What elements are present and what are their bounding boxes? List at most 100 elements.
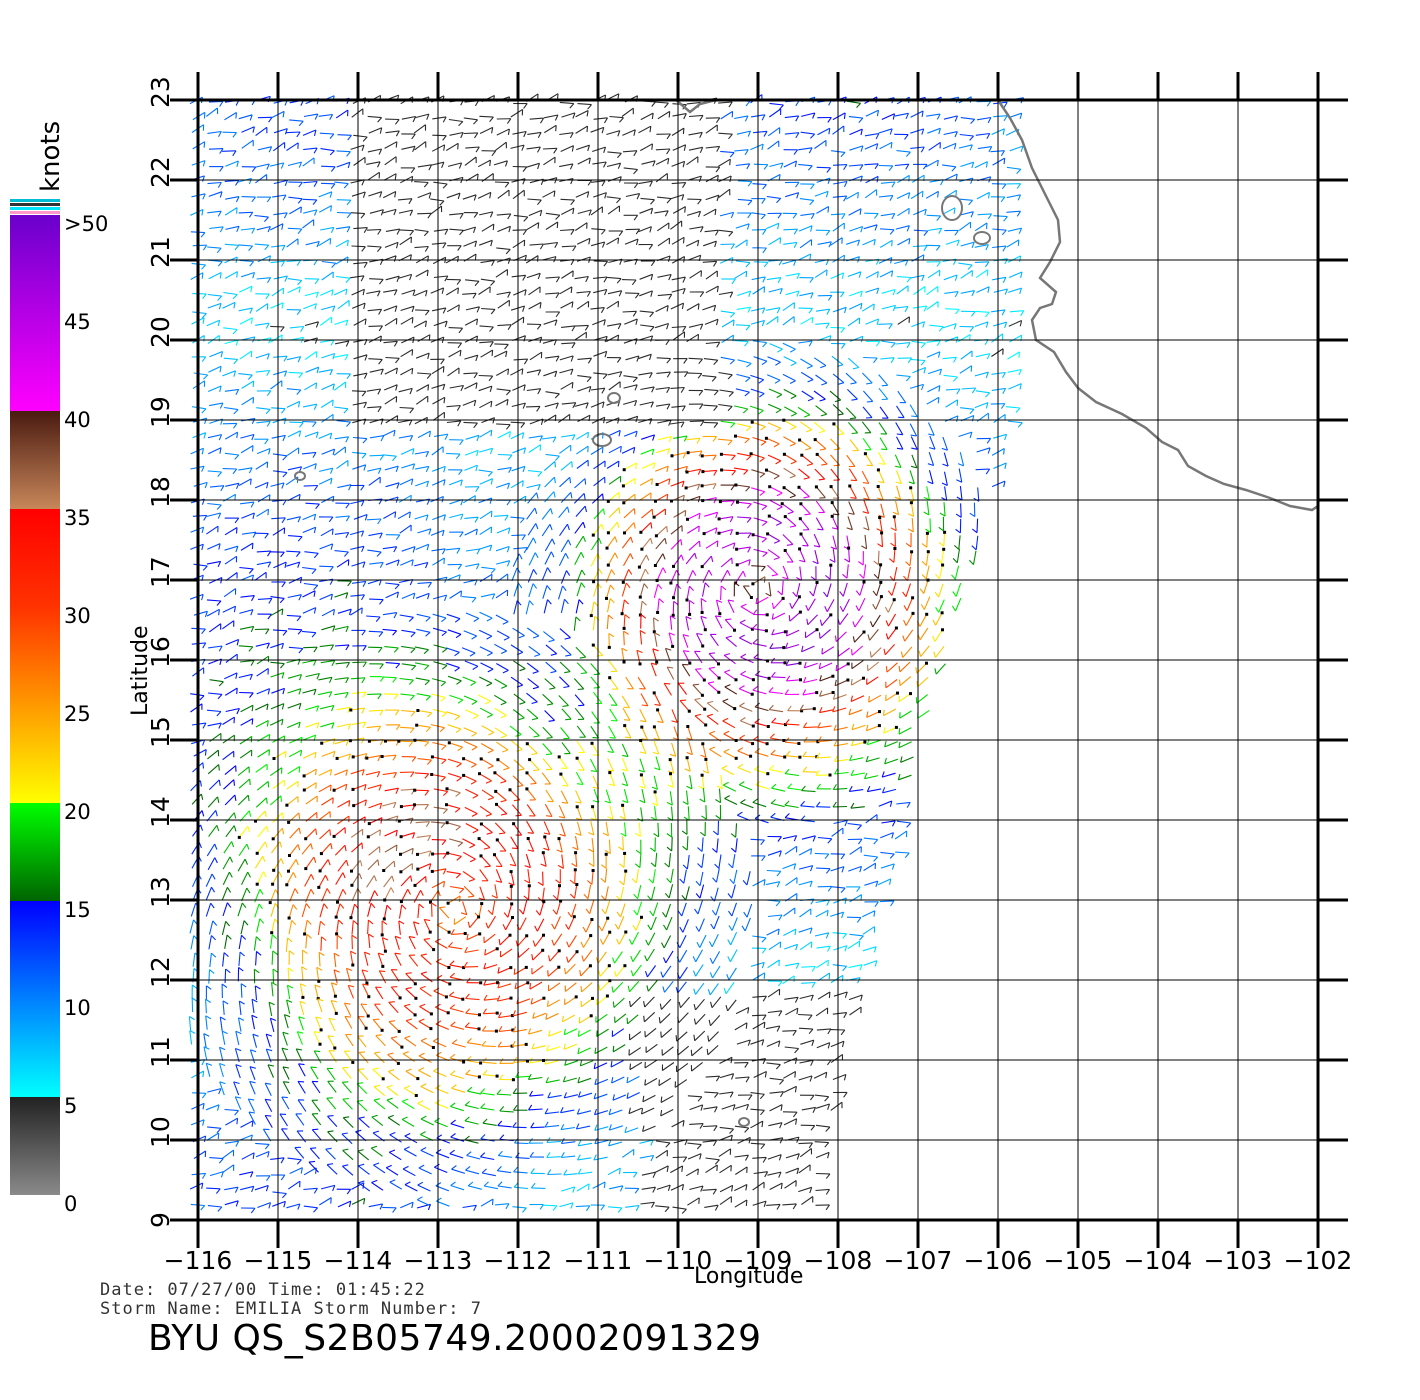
wind-vector [513,600,518,615]
wind-vector [513,693,526,703]
wind-vector-barb [297,844,301,851]
wind-vector [833,726,848,731]
wind-vector [366,518,382,521]
wind-vector-barb [1019,287,1023,294]
wind-vector-barb [457,564,463,570]
rain-flag-dot [380,755,384,758]
wind-vector [528,209,542,217]
wind-vector [287,286,301,294]
wind-vector [906,597,914,611]
wind-vector [785,290,800,296]
wind-vector-barb [650,274,654,281]
wind-vector [722,720,736,729]
wind-vector-barb [905,376,911,382]
wind-vector [222,734,235,744]
wind-vector [302,403,317,408]
wind-vector [225,482,240,487]
wind-vector-barb [513,799,520,802]
wind-vector [478,469,493,473]
rain-flag-dot [255,851,259,855]
wind-vector [542,743,553,755]
rain-flag-dot [671,644,675,648]
wind-vector-barb [874,224,878,231]
wind-vector [447,675,462,682]
wind-vector-barb [709,746,716,750]
wind-vector [446,404,461,408]
rain-flag-dot [751,533,755,537]
rain-flag-dot [798,547,802,551]
wind-vector-barb [649,326,655,332]
wind-vector [433,788,448,793]
wind-vector-barb [625,736,632,739]
wind-vector [783,419,797,428]
wind-vector [224,555,237,565]
wind-vector [798,468,810,479]
wind-vector [207,334,220,344]
wind-vector-barb [332,496,335,503]
wind-vector [224,388,239,392]
wind-vector [528,583,534,598]
wind-vector-barb [473,400,477,407]
wind-vector-barb [204,417,208,424]
wind-vector-barb [266,196,272,203]
wind-vector [657,273,672,278]
wind-vector-barb [635,228,641,235]
wind-vector [623,430,638,437]
wind-vector-barb [316,673,320,680]
wind-vector [207,796,219,808]
wind-vector-barb [957,463,964,467]
wind-vector [273,355,288,358]
wind-vector [867,661,880,672]
wind-vector-barb [841,213,846,220]
wind-vector [385,275,400,281]
rain-flag-dot [591,643,595,647]
wind-vector [207,722,222,727]
rain-flag-dot [416,709,420,712]
wind-vector-barb [395,367,398,375]
wind-vector-barb [539,210,543,217]
wind-vector [288,535,303,538]
wind-vector-barb [345,277,351,283]
wind-vector-barb [491,150,497,157]
wind-vector-barb [745,426,752,432]
wind-vector-barb [251,228,256,234]
wind-vector [896,150,911,153]
wind-vector-barb [313,514,317,521]
wind-vector [992,245,1007,249]
wind-vector-barb [851,398,858,401]
wind-vector-barb [537,222,540,229]
wind-vector [927,422,935,436]
wind-vector [479,707,493,716]
wind-vector [800,358,813,367]
wind-vector [433,661,448,666]
wind-vector-barb [969,512,976,518]
wind-vector-barb [630,536,634,543]
wind-vector-barb [505,424,511,430]
wind-vector [935,663,946,675]
rain-flag-dot [704,723,708,727]
wind-vector-barb [848,512,855,515]
wind-vector-barb [567,539,572,546]
wind-vector-barb [922,321,926,328]
wind-vector [833,180,848,185]
wind-vector [385,559,400,566]
wind-vector-barb [490,240,493,247]
wind-vector [225,707,240,713]
wind-vector-barb [216,825,220,832]
wind-vector [768,691,783,695]
wind-vector [302,513,316,521]
wind-vector [692,684,703,696]
wind-vector-barb [730,484,736,491]
wind-vector [225,572,238,582]
rain-flag-dot [622,501,626,505]
wind-vector [1006,210,1021,213]
wind-vector [541,436,556,440]
wind-vector-barb [360,275,365,282]
wind-vector-barb [268,146,273,153]
wind-vector-barb [587,180,592,186]
wind-vector [884,758,899,765]
wind-vector [609,772,616,786]
wind-vector [334,644,350,647]
wind-vector-barb [819,706,823,713]
wind-vector-barb [268,116,273,123]
